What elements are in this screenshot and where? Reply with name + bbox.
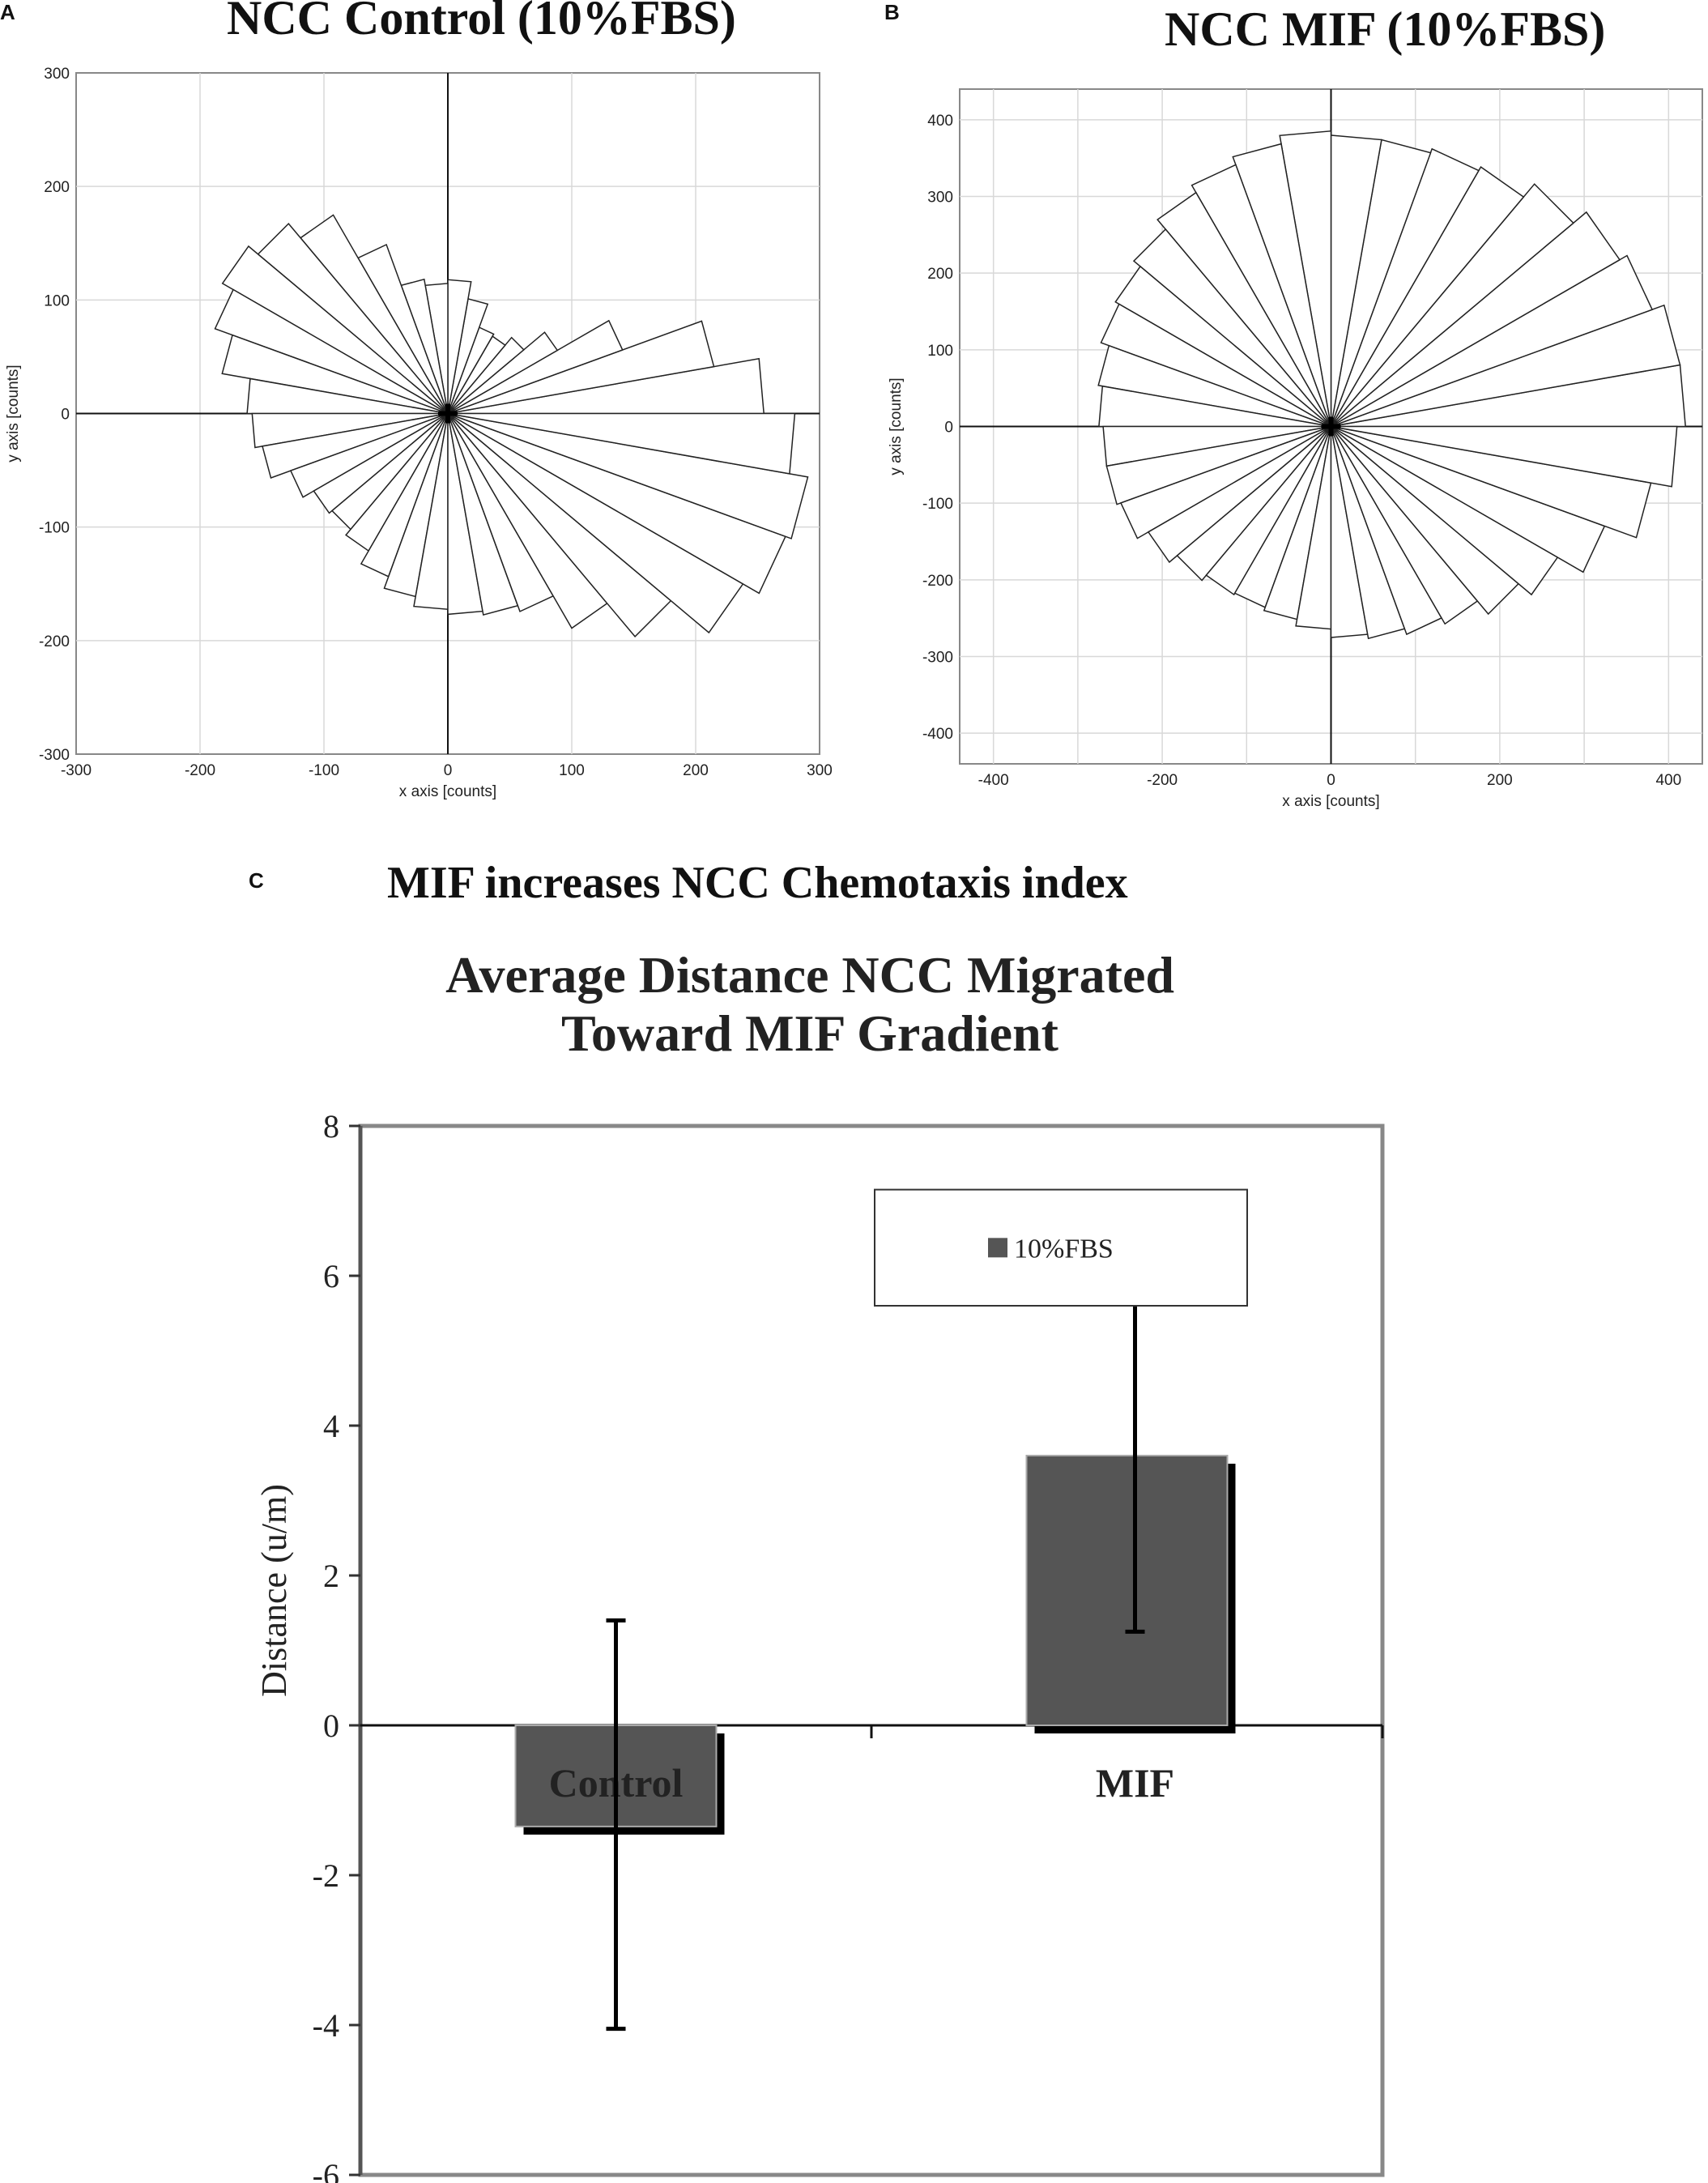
chart-b-x-axis-label: x axis [counts]: [1282, 793, 1379, 810]
chart-a-x-tick-label: 200: [683, 762, 709, 779]
chart-a-y-tick-label: 200: [44, 179, 70, 196]
chart-c-y-tick-label: 8: [323, 1108, 339, 1145]
chart-a-y-tick-label: 0: [61, 407, 70, 424]
chart-b-x-tick-label: -200: [1147, 772, 1178, 789]
chart-a-y-tick-label: -200: [39, 633, 70, 650]
chart-a-x-tick-label: 300: [807, 762, 833, 779]
panel-c-letter: C: [249, 868, 264, 893]
chart-c-category-label: MIF: [1096, 1760, 1174, 1806]
chart-a-rose-wedge: [447, 412, 796, 475]
panel-b-title: NCC MIF (10%FBS): [1165, 2, 1606, 56]
chart-c-y-tick-label: 6: [323, 1258, 339, 1294]
panel-c-heading: MIF increases NCC Chemotaxis index: [387, 858, 1128, 908]
chart-a-x-tick-label: 0: [444, 762, 453, 779]
chart-a-x-tick-label: 100: [559, 762, 585, 779]
panel-b-letter: B: [884, 0, 900, 24]
chart-b-x-tick-label: 0: [1327, 772, 1335, 789]
chart-b-origin-marker: [1321, 416, 1341, 437]
panel-a-letter: A: [0, 0, 15, 24]
chart-b-y-tick-label: 200: [927, 266, 953, 283]
chart-a-x-tick-label: -200: [185, 762, 215, 779]
chart-c-legend-label: 10%FBS: [1014, 1234, 1114, 1264]
chart-b-y-tick-label: 300: [927, 190, 953, 207]
chart-a-y-tick-label: -300: [39, 747, 70, 764]
chart-a-x-tick-label: -100: [309, 762, 339, 779]
chart-c-y-tick-label: 2: [323, 1558, 339, 1594]
chart-c-title-line: Average Distance NCC Migrated: [445, 946, 1174, 1004]
chart-b-y-axis-label: y axis [counts]: [888, 377, 905, 475]
chart-b-y-tick-label: -100: [922, 496, 953, 513]
chart-b: -400 -300 -200 -100 0 100 200 300 400 -400 -200 0 20…: [888, 88, 1703, 810]
chart-a-x-axis-label: x axis [counts]: [399, 783, 496, 800]
chart-b-y-tick-label: 100: [927, 343, 953, 360]
chart-b-y-tick-label: 0: [944, 420, 953, 437]
chart-a: -300 -200 -100 0 100 200 300 -300 -200 -100 0 100 20…: [5, 66, 833, 800]
chart-c-legend-swatch: [988, 1238, 1007, 1258]
chart-c-y-tick-label: -2: [313, 1857, 339, 1894]
chart-c-y-tick-label: 4: [323, 1408, 339, 1444]
chart-a-y-tick-label: 100: [44, 292, 70, 309]
chart-b-y-tick-label: -300: [922, 649, 953, 666]
chart-b-y-tick-label: 400: [927, 113, 953, 130]
chart-a-y-tick-label: 300: [44, 66, 70, 83]
chart-b-rose-wedge: [1331, 425, 1678, 488]
chart-c-title-line: Toward MIF Gradient: [561, 1004, 1059, 1062]
chart-b-x-tick-label: -400: [978, 772, 1009, 789]
chart-a-origin-marker: [438, 403, 458, 424]
chart-b-y-tick-label: -400: [922, 726, 953, 743]
chart-b-y-tick-label: -200: [922, 573, 953, 590]
chart-a-y-tick-label: -100: [39, 520, 70, 537]
chart-c-bar: [1025, 1455, 1229, 1726]
chart-b-x-tick-label: 400: [1655, 772, 1681, 789]
chart-c-y-axis-label: Distance (u/m): [254, 1484, 294, 1697]
panel-a-title: NCC Control (10%FBS): [227, 0, 736, 45]
chart-c-y-tick-label: -6: [313, 2157, 339, 2183]
chart-b-x-tick-label: 200: [1487, 772, 1513, 789]
chart-c-legend-box: [874, 1188, 1248, 1307]
chart-a-x-tick-label: -300: [61, 762, 92, 779]
chart-c-y-tick-label: 0: [323, 1708, 339, 1744]
chart-a-y-axis-label: y axis [counts]: [5, 365, 22, 462]
chart-c-y-tick-label: -4: [313, 2007, 339, 2044]
